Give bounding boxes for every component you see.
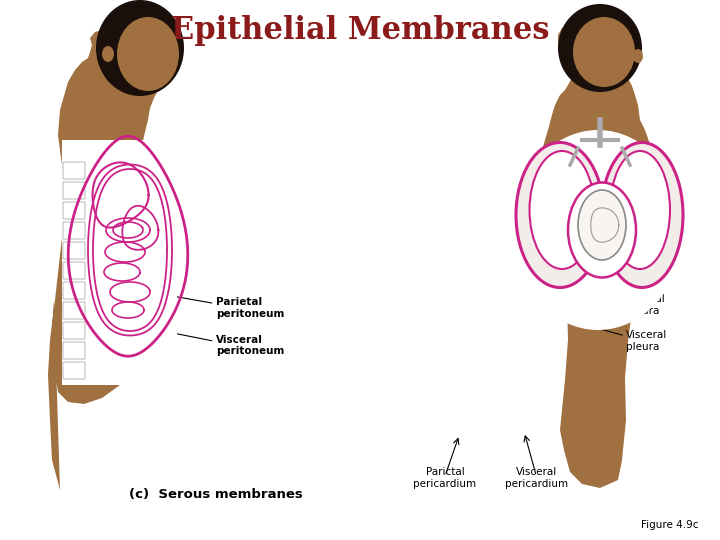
Ellipse shape [573, 17, 635, 87]
FancyBboxPatch shape [63, 202, 85, 219]
Text: Visceral
peritoneum: Visceral peritoneum [216, 335, 284, 356]
Ellipse shape [568, 183, 636, 278]
Text: Parictal
pleura: Parictal pleura [626, 294, 665, 316]
Ellipse shape [117, 17, 179, 91]
Ellipse shape [516, 143, 604, 287]
Ellipse shape [633, 49, 643, 63]
Ellipse shape [610, 151, 670, 269]
Text: Figure 4.9c: Figure 4.9c [641, 520, 698, 530]
FancyBboxPatch shape [63, 362, 85, 379]
Ellipse shape [529, 151, 595, 269]
Text: Parictal
pericardium: Parictal pericardium [413, 467, 477, 489]
FancyBboxPatch shape [63, 182, 85, 199]
FancyBboxPatch shape [63, 242, 85, 259]
Polygon shape [48, 26, 174, 490]
Text: Visceral
pleura: Visceral pleura [626, 330, 667, 352]
Polygon shape [540, 21, 655, 488]
FancyBboxPatch shape [63, 302, 85, 319]
Text: Parietal
peritoneum: Parietal peritoneum [216, 297, 284, 319]
FancyBboxPatch shape [63, 222, 85, 239]
FancyBboxPatch shape [63, 162, 85, 179]
Ellipse shape [601, 143, 683, 287]
FancyBboxPatch shape [63, 342, 85, 359]
Ellipse shape [513, 130, 683, 330]
Text: (c)  Serous membranes: (c) Serous membranes [129, 488, 303, 501]
FancyBboxPatch shape [63, 262, 85, 279]
Ellipse shape [578, 190, 626, 260]
Bar [62, 140, 177, 385]
Ellipse shape [558, 4, 642, 92]
Text: Visceral
pericardium: Visceral pericardium [505, 467, 568, 489]
Text: Epithelial Membranes: Epithelial Membranes [171, 15, 549, 46]
Ellipse shape [102, 46, 114, 62]
FancyBboxPatch shape [63, 282, 85, 299]
Ellipse shape [96, 0, 184, 96]
FancyBboxPatch shape [63, 322, 85, 339]
